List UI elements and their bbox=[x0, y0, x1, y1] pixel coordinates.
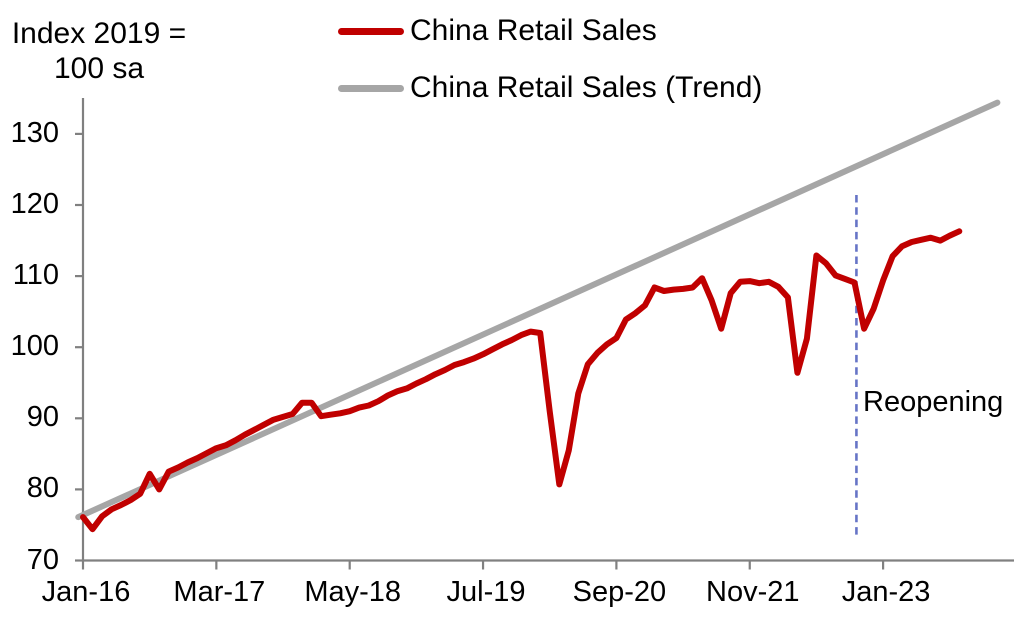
retail-sales-line bbox=[80, 228, 963, 533]
y-axis-title-line2: 100 sa bbox=[53, 52, 145, 85]
y-tick-label: 100 bbox=[10, 330, 59, 363]
y-tick-label: 70 bbox=[26, 543, 59, 576]
legend-label-retail-sales: China Retail Sales bbox=[410, 14, 657, 47]
y-axis-title-line1: Index 2019 = bbox=[11, 17, 187, 50]
legend-item-trend: China Retail Sales (Trend) bbox=[338, 65, 762, 111]
reopening-annotation: Reopening bbox=[863, 386, 1004, 418]
legend: China Retail Sales China Retail Sales (T… bbox=[338, 8, 762, 122]
trend-line bbox=[75, 99, 1001, 521]
y-axis-title: Index 2019 = 100 sa bbox=[6, 16, 192, 86]
y-tick-label: 110 bbox=[12, 259, 59, 292]
y-tick-label: 80 bbox=[26, 472, 59, 505]
x-tick-label: Mar-17 bbox=[173, 576, 266, 608]
trend-swatch bbox=[338, 84, 404, 92]
legend-label-trend: China Retail Sales (Trend) bbox=[410, 71, 763, 104]
y-axis-ticks bbox=[75, 132, 84, 562]
x-tick-label: Jan-16 bbox=[41, 576, 131, 608]
x-tick-label: Jul-19 bbox=[446, 576, 526, 608]
x-tick-label: Sep-20 bbox=[572, 576, 667, 608]
retail-sales-swatch bbox=[338, 27, 404, 35]
x-axis-ticks bbox=[81, 560, 885, 570]
y-tick-label: 130 bbox=[10, 116, 59, 149]
x-tick-label: Jan-23 bbox=[841, 576, 931, 608]
x-tick-label: Nov-21 bbox=[706, 576, 800, 608]
y-tick-label: 120 bbox=[10, 188, 59, 220]
legend-item-retail-sales: China Retail Sales bbox=[338, 8, 762, 54]
y-tick-label: 90 bbox=[26, 401, 59, 434]
x-tick-label: May-18 bbox=[304, 576, 402, 608]
